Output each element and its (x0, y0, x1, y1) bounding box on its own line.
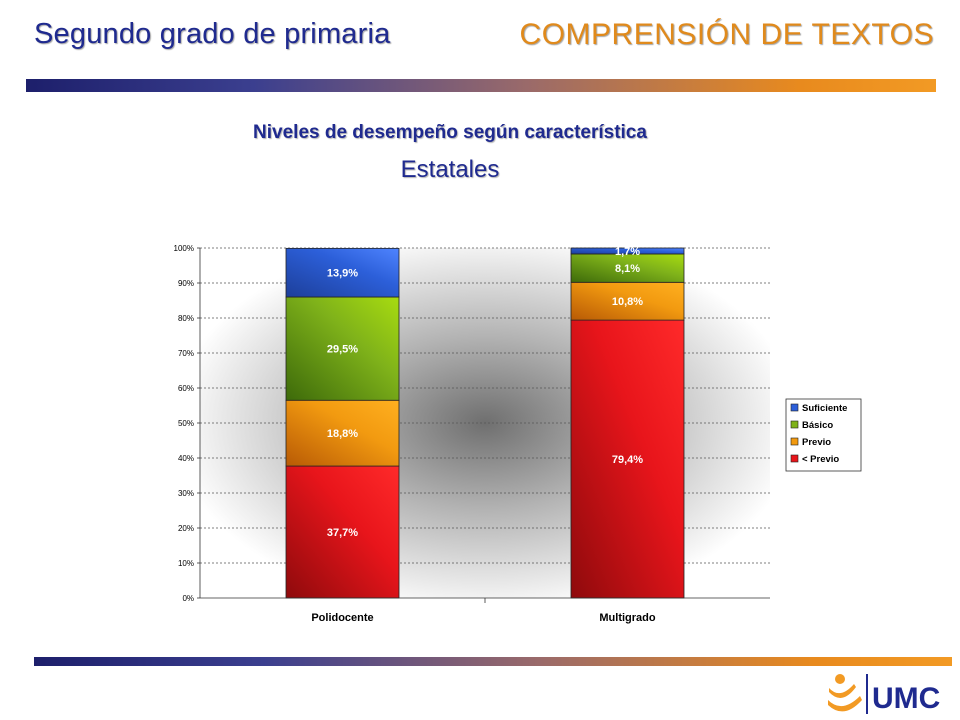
bar-segment (570, 247, 685, 255)
legend-swatch (790, 403, 799, 412)
footer-divider (34, 657, 952, 666)
legend-label: < Previo (802, 454, 839, 465)
legend-swatch (790, 420, 799, 429)
bar-segment (285, 399, 400, 467)
bar-segment (570, 319, 685, 599)
data-label: 8,1% (615, 263, 640, 275)
logo-divider (866, 674, 868, 714)
x-category-label: Multigrado (599, 612, 655, 624)
bar-segment (285, 247, 400, 298)
grade-title: Segundo grado de primaria (34, 18, 391, 50)
area-title: COMPRENSIÓN DE TEXTOS (519, 18, 934, 51)
header-divider (26, 79, 936, 92)
logo-figure-arm (829, 684, 856, 698)
data-label: 1,7% (615, 246, 640, 258)
data-label: 29,5% (327, 344, 358, 356)
data-label: 79,4% (612, 454, 643, 466)
chart-title: Niveles de desempeño según característic… (253, 122, 647, 143)
data-label: 37,7% (327, 527, 358, 539)
y-tick-label: 50% (178, 419, 194, 428)
data-label: 18,8% (327, 428, 358, 440)
y-tick-label: 90% (178, 279, 194, 288)
legend-swatch (790, 437, 799, 446)
y-tick-label: 70% (178, 349, 194, 358)
y-tick-label: 40% (178, 454, 194, 463)
legend-box (785, 398, 862, 472)
y-tick-label: 0% (182, 594, 194, 603)
legend-label: Básico (802, 420, 833, 431)
logo-text: UMC (872, 682, 940, 715)
bar-segment (570, 253, 685, 283)
chart-panel: 37,7% 18,8% 29,5% 13,9% 79,4% 10,8% 8,1% 1,7% 0… (142, 200, 871, 650)
umc-logo: UMC (828, 674, 940, 715)
logo-figure-head (835, 674, 845, 684)
stacked-bar-chart: 37,7% 18,8% 29,5% 13,9% 79,4% 10,8% 8,1% 1,7% 0… (174, 244, 862, 624)
data-label: 13,9% (327, 268, 358, 280)
logo-figure-body (828, 696, 862, 712)
y-tick-label: 100% (174, 244, 194, 253)
legend-swatch (790, 454, 799, 463)
y-tick-label: 10% (178, 559, 194, 568)
y-tick-label: 80% (178, 314, 194, 323)
y-tick-label: 30% (178, 489, 194, 498)
chart-subtitle: Estatales (400, 156, 500, 183)
y-tick-label: 20% (178, 524, 194, 533)
bar-segment (285, 296, 400, 401)
bar-segment (570, 281, 685, 321)
legend-label: Previo (802, 437, 831, 448)
y-tick-label: 60% (178, 384, 194, 393)
x-category-label: Polidocente (311, 612, 373, 624)
data-label: 10,8% (612, 296, 643, 308)
legend-label: Suficiente (802, 403, 847, 414)
